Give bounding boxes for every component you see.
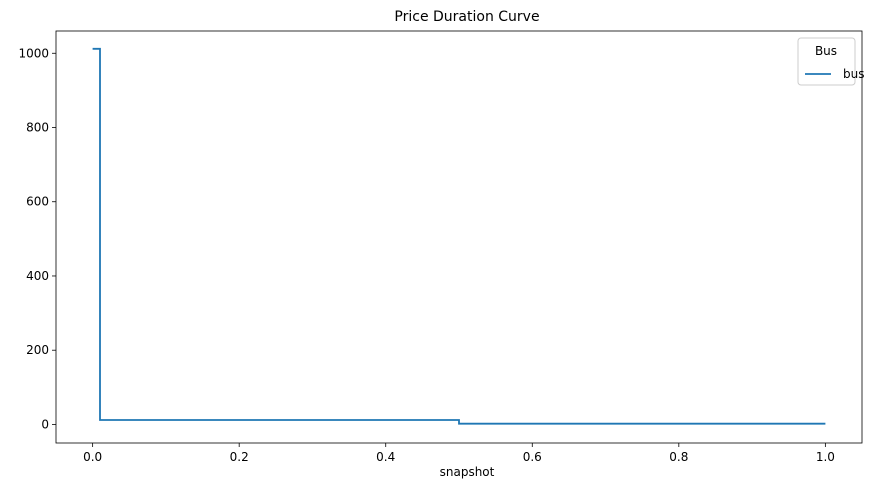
x-axis-label: snapshot <box>440 465 495 479</box>
x-tick-label: 0.2 <box>230 450 249 464</box>
y-axis: 0 200 400 600 800 1000 <box>18 46 56 431</box>
legend-title: Bus <box>815 44 837 58</box>
y-tick-label: 400 <box>26 269 49 283</box>
y-tick-label: 200 <box>26 343 49 357</box>
series-line-bus <box>92 47 826 425</box>
series-layer <box>92 47 826 425</box>
x-tick-label: 0.6 <box>523 450 542 464</box>
legend-label-bus: bus <box>843 67 864 81</box>
x-tick-label: 1.0 <box>816 450 835 464</box>
x-axis: 0.0 0.2 0.4 0.6 0.8 1.0 <box>83 443 835 464</box>
plot-area <box>55 30 863 444</box>
x-tick-label: 0.4 <box>376 450 395 464</box>
y-tick-label: 800 <box>26 121 49 135</box>
legend: Bus bus <box>797 37 864 86</box>
y-tick-label: 0 <box>41 417 49 431</box>
chart-title: Price Duration Curve <box>394 9 539 25</box>
y-tick-label: 600 <box>26 195 49 209</box>
x-tick-label: 0.8 <box>669 450 688 464</box>
x-tick-label: 0.0 <box>83 450 102 464</box>
y-tick-label: 1000 <box>18 46 49 60</box>
